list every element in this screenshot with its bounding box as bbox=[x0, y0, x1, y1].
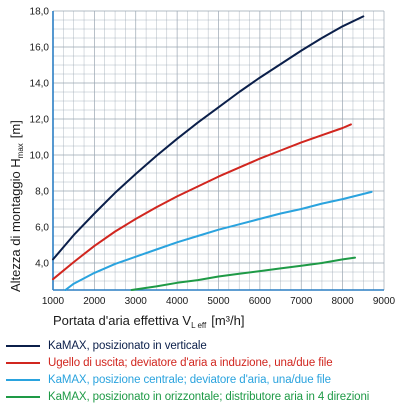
mounting-height-chart: 1000 2000 3000 4000 5000 6000 7000 8000 9000 4,0 6… bbox=[8, 7, 396, 331]
x-axis-label-unit: [m³/h] bbox=[211, 313, 244, 328]
x-tick-label: 1000 bbox=[42, 296, 65, 307]
x-tick-label: 6000 bbox=[249, 296, 272, 307]
y-tick-label: 8,0 bbox=[35, 187, 49, 198]
x-tick-label: 4000 bbox=[166, 296, 189, 307]
legend-label: Ugello di uscita; deviatore d'aria a ind… bbox=[48, 356, 333, 369]
axes bbox=[52, 11, 384, 291]
legend-item: KaMAX, posizione centrale; deviatore d'a… bbox=[6, 371, 396, 388]
x-tick-label: 5000 bbox=[207, 296, 230, 307]
x-tick-label: 8000 bbox=[332, 296, 355, 307]
y-tick-label: 6,0 bbox=[35, 223, 49, 234]
y-tick-label: 4,0 bbox=[35, 259, 49, 270]
y-tick-label: 14,0 bbox=[30, 79, 50, 90]
series-line bbox=[64, 190, 373, 291]
y-axis-label-sub: max bbox=[16, 143, 25, 158]
tick-labels: 1000 2000 3000 4000 5000 6000 7000 8000 9000 4,0 6… bbox=[30, 7, 396, 308]
legend-item: KaMAX, posizionato in verticale bbox=[6, 337, 396, 354]
legend-swatch bbox=[6, 361, 40, 364]
legend-swatch bbox=[6, 395, 40, 398]
x-tick-label: 2000 bbox=[83, 296, 106, 307]
series-line bbox=[52, 15, 365, 261]
legend-label: KaMAX, posizionato in verticale bbox=[48, 339, 207, 352]
legend: KaMAX, posizionato in verticale Ugello d… bbox=[6, 337, 396, 405]
y-axis-label-main: Altezza di montaggio H bbox=[8, 158, 23, 292]
grid bbox=[52, 10, 385, 290]
y-tick-label: 18,0 bbox=[30, 7, 50, 18]
legend-label: KaMAX, posizione centrale; deviatore d'a… bbox=[48, 373, 331, 386]
y-axis-label-unit: [m] bbox=[8, 120, 23, 138]
x-tick-label: 3000 bbox=[125, 296, 148, 307]
legend-item: Ugello di uscita; deviatore d'aria a ind… bbox=[6, 354, 396, 371]
legend-label: KaMAX, posizionato in orizzontale; distr… bbox=[48, 390, 370, 403]
x-tick-label: 9000 bbox=[373, 296, 396, 307]
y-axis-label: Altezza di montaggio Hmax [m] bbox=[8, 120, 25, 292]
y-tick-label: 10,0 bbox=[30, 151, 50, 162]
x-axis-label-main: Portata d'aria effettiva V bbox=[53, 313, 191, 328]
x-axis-label-sub: L eff bbox=[191, 321, 207, 330]
x-axis-label: Portata d'aria effettiva VL eff [m³/h] bbox=[53, 313, 244, 330]
x-tick-label: 7000 bbox=[290, 296, 313, 307]
legend-item: KaMAX, posizionato in orizzontale; distr… bbox=[6, 388, 396, 405]
series-lines bbox=[52, 15, 373, 291]
series-line bbox=[52, 123, 352, 281]
y-tick-label: 16,0 bbox=[30, 43, 50, 54]
y-tick-label: 12,0 bbox=[30, 115, 50, 126]
legend-swatch bbox=[6, 344, 40, 347]
series-line bbox=[130, 256, 356, 291]
legend-swatch bbox=[6, 378, 40, 381]
